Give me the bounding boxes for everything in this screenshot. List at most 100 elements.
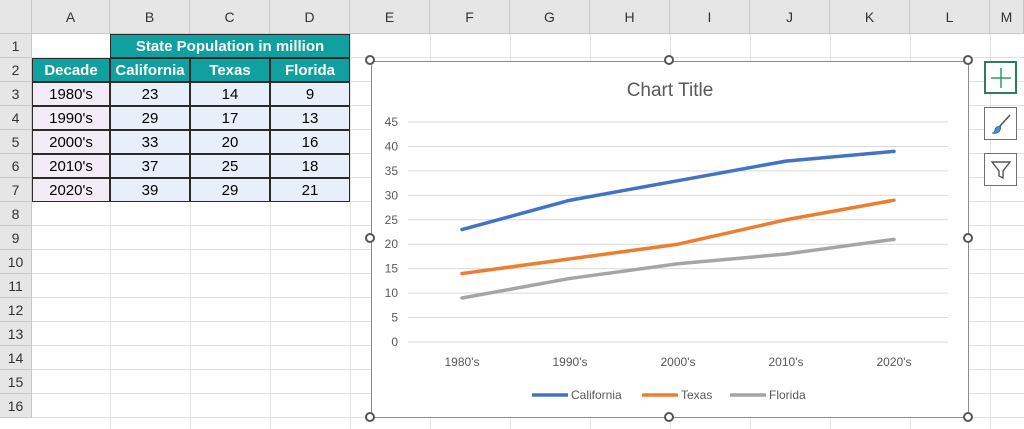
y-tick-label: 20 (385, 237, 399, 251)
gridline (190, 34, 191, 429)
decade-cell[interactable]: 2010's (32, 154, 110, 178)
y-tick-label: 25 (385, 213, 399, 227)
y-tick-label: 0 (391, 335, 398, 349)
legend-label-texas: Texas (681, 388, 712, 402)
row-header-10[interactable]: 10 (0, 250, 32, 274)
column-header-d[interactable]: D (270, 0, 350, 34)
legend-label-florida: Florida (769, 388, 806, 402)
funnel-icon (990, 160, 1011, 179)
column-header-l[interactable]: L (910, 0, 990, 34)
gridline (350, 34, 351, 429)
column-header-c[interactable]: C (190, 0, 270, 34)
table-header-florida[interactable]: Florida (270, 58, 350, 82)
row-header-9[interactable]: 9 (0, 226, 32, 250)
series-line-california (460, 149, 896, 232)
column-header-g[interactable]: G (510, 0, 590, 34)
column-header-h[interactable]: H (590, 0, 670, 34)
gridline (32, 57, 1024, 58)
gridline (110, 34, 111, 429)
table-header-california[interactable]: California (110, 58, 190, 82)
row-header-7[interactable]: 7 (0, 178, 32, 202)
row-header-11[interactable]: 11 (0, 274, 32, 298)
population-cell[interactable]: 29 (110, 106, 190, 130)
resize-handle[interactable] (365, 55, 375, 65)
population-cell[interactable]: 9 (270, 82, 350, 106)
chart-title: Chart Title (627, 80, 714, 101)
row-header-5[interactable]: 5 (0, 130, 32, 154)
row-header-2[interactable]: 2 (0, 58, 32, 82)
population-cell[interactable]: 37 (110, 154, 190, 178)
x-tick-label: 2010's (769, 355, 804, 369)
decade-cell[interactable]: 1980's (32, 82, 110, 106)
chart-elements-button[interactable] (984, 61, 1017, 94)
table-group-header[interactable]: State Population in million (110, 34, 350, 58)
table-header-decade[interactable]: Decade (32, 58, 110, 82)
population-cell[interactable]: 33 (110, 130, 190, 154)
row-header-1[interactable]: 1 (0, 34, 32, 58)
population-cell[interactable]: 20 (190, 130, 270, 154)
decade-cell[interactable]: 1990's (32, 106, 110, 130)
select-all-corner[interactable] (0, 0, 32, 34)
y-tick-label: 10 (385, 286, 399, 300)
resize-handle[interactable] (963, 55, 973, 65)
y-tick-label: 35 (385, 164, 399, 178)
y-tick-label: 30 (385, 188, 399, 202)
column-header-b[interactable]: B (110, 0, 190, 34)
population-cell[interactable]: 21 (270, 178, 350, 202)
population-cell[interactable]: 14 (190, 82, 270, 106)
population-cell[interactable]: 23 (110, 82, 190, 106)
decade-cell[interactable]: 2020's (32, 178, 110, 202)
decade-cell[interactable]: 2000's (32, 130, 110, 154)
legend-label-california: California (571, 388, 622, 402)
plus-icon (990, 67, 1011, 88)
paintbrush-icon (991, 113, 1011, 134)
column-header-f[interactable]: F (430, 0, 510, 34)
chart-styles-button[interactable] (984, 107, 1017, 140)
population-cell[interactable]: 13 (270, 106, 350, 130)
column-header-j[interactable]: J (750, 0, 830, 34)
row-header-13[interactable]: 13 (0, 322, 32, 346)
resize-handle[interactable] (365, 412, 375, 422)
x-tick-label: 2000's (661, 355, 696, 369)
resize-handle[interactable] (664, 412, 674, 422)
population-cell[interactable]: 29 (190, 178, 270, 202)
column-header-e[interactable]: E (350, 0, 430, 34)
column-header-i[interactable]: I (670, 0, 750, 34)
gridline (990, 34, 991, 429)
resize-handle[interactable] (963, 412, 973, 422)
chart-canvas: Chart Title 0 5 10 15 20 25 30 35 40 45 1980's 1990'… (385, 80, 948, 402)
series-line-texas (460, 198, 896, 276)
row-header-3[interactable]: 3 (0, 82, 32, 106)
population-cell[interactable]: 18 (270, 154, 350, 178)
y-tick-label: 15 (385, 262, 399, 276)
resize-handle[interactable] (963, 233, 973, 243)
population-cell[interactable]: 17 (190, 106, 270, 130)
y-tick-label: 40 (385, 139, 399, 153)
resize-handle[interactable] (365, 233, 375, 243)
row-header-14[interactable]: 14 (0, 346, 32, 370)
x-tick-label: 1990's (553, 355, 588, 369)
resize-handle[interactable] (664, 55, 674, 65)
gridline (270, 34, 271, 429)
x-tick-label: 1980's (445, 355, 480, 369)
population-cell[interactable]: 16 (270, 130, 350, 154)
row-header-6[interactable]: 6 (0, 154, 32, 178)
x-tick-label: 2020's (877, 355, 912, 369)
row-header-4[interactable]: 4 (0, 106, 32, 130)
row-header-8[interactable]: 8 (0, 202, 32, 226)
line-chart[interactable]: Chart Title 0 5 10 15 20 25 30 35 40 45 1980's 1990'… (371, 61, 969, 418)
chart-filters-button[interactable] (984, 153, 1017, 186)
series-line-florida (460, 237, 896, 300)
row-header-16[interactable]: 16 (0, 394, 32, 418)
row-header-12[interactable]: 12 (0, 298, 32, 322)
column-header-k[interactable]: K (830, 0, 910, 34)
column-header-a[interactable]: A (32, 0, 110, 34)
y-tick-label: 5 (391, 311, 398, 325)
row-header-15[interactable]: 15 (0, 370, 32, 394)
population-cell[interactable]: 25 (190, 154, 270, 178)
table-header-texas[interactable]: Texas (190, 58, 270, 82)
population-cell[interactable]: 39 (110, 178, 190, 202)
y-tick-label: 45 (385, 115, 399, 129)
column-header-m[interactable]: M (990, 0, 1024, 34)
